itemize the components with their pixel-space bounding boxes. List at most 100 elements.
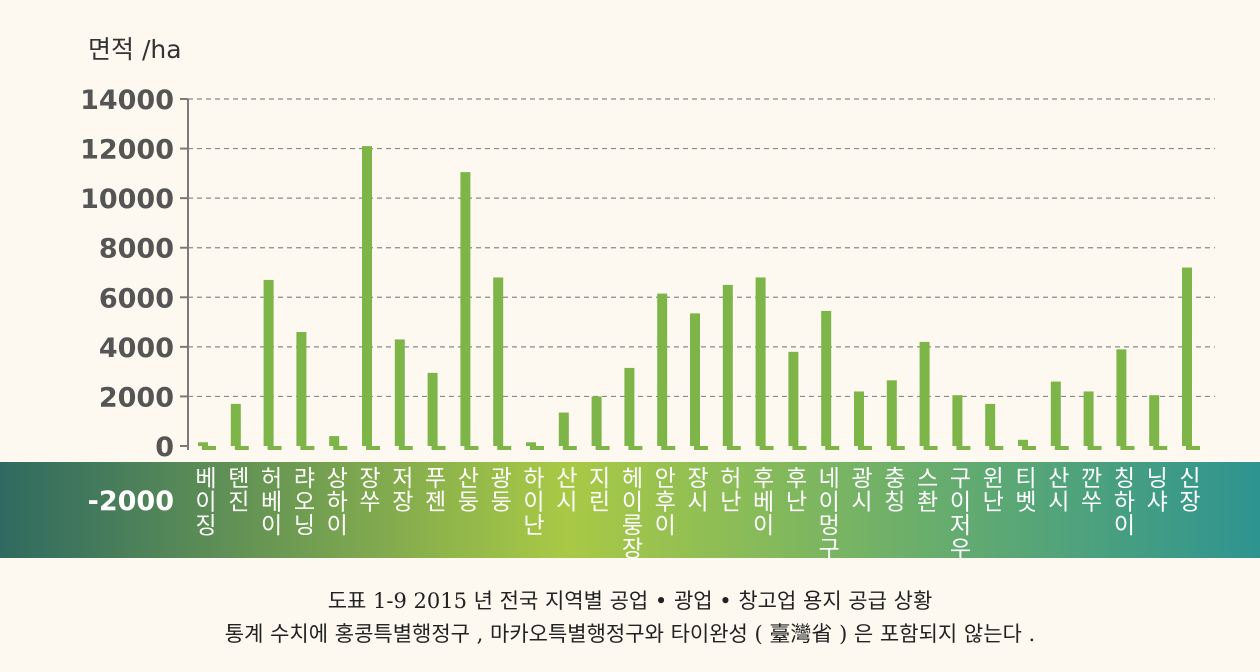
- y-tick-label: 14000: [80, 85, 174, 116]
- bar-base: [923, 446, 938, 450]
- bar-base: [858, 446, 872, 450]
- gridlines: [180, 98, 1215, 447]
- bar-base: [562, 446, 577, 450]
- bar: [985, 403, 996, 446]
- bar: [1116, 349, 1127, 446]
- bar-base: [398, 446, 413, 450]
- bar-base: [333, 446, 348, 450]
- bar: [526, 442, 536, 446]
- bar-base: [1054, 446, 1069, 450]
- bar-base: [1087, 446, 1102, 450]
- bar: [722, 284, 733, 446]
- bar: [362, 146, 372, 447]
- bar-base: [628, 446, 643, 450]
- bar: [886, 380, 897, 446]
- figure-caption: 도표 1-9 2015 년 전국 지역별 공업 • 광업 • 창고업 용지 공급…: [327, 589, 933, 613]
- bar: [854, 391, 864, 446]
- bar: [427, 372, 438, 446]
- bar-base: [267, 446, 282, 450]
- bar-base: [694, 446, 708, 450]
- bar-base: [1022, 446, 1036, 450]
- bar: [296, 331, 307, 446]
- bar-base: [366, 446, 380, 450]
- bar: [690, 313, 700, 446]
- bar-base: [1153, 446, 1168, 450]
- bar-base: [530, 446, 544, 450]
- bar-base: [726, 446, 741, 450]
- bar: [394, 339, 405, 446]
- x-axis-band: [0, 462, 1260, 558]
- bar-base: [825, 446, 840, 450]
- bar: [1083, 391, 1094, 446]
- y-tick-label: 12000: [80, 135, 174, 166]
- bar: [493, 277, 504, 446]
- y-axis-label: 면적 /ha: [88, 35, 182, 64]
- figure-note: 통계 수치에 홍콩특별행정구 , 마카오특별행정구와 타이완성 ( 臺灣省 ) …: [224, 622, 1036, 646]
- y-tick-labels: -2000 0 2000 4000 6000 8000 10000 12000 14000: [80, 85, 174, 517]
- bar: [788, 351, 799, 446]
- bar: [558, 412, 569, 446]
- bar: [952, 395, 963, 446]
- y-tick-label: 4000: [99, 333, 174, 364]
- bar-base: [956, 446, 971, 450]
- y-tick-label: -2000: [88, 486, 174, 517]
- bar: [329, 436, 340, 446]
- bar: [624, 367, 635, 446]
- bar-base: [792, 446, 807, 450]
- bar: [460, 172, 471, 446]
- y-tick-label: 6000: [99, 283, 174, 314]
- bar-base: [431, 446, 446, 450]
- bar: [591, 396, 602, 446]
- bar-base: [989, 446, 1004, 450]
- bar: [1149, 395, 1160, 446]
- bar-base: [300, 446, 315, 450]
- bar-base: [1186, 446, 1200, 450]
- bars: [198, 146, 1200, 450]
- bar-base: [759, 446, 774, 450]
- y-tick-label: 0: [155, 432, 174, 463]
- bar: [657, 293, 668, 446]
- bar: [755, 277, 766, 446]
- bar-base: [234, 446, 249, 450]
- bar-base: [202, 446, 216, 450]
- bar: [263, 279, 274, 446]
- y-tick-label: 10000: [80, 184, 174, 215]
- bar: [1050, 381, 1061, 446]
- bar: [230, 403, 241, 446]
- bar: [1182, 267, 1192, 446]
- bar-base: [464, 446, 479, 450]
- bar: [821, 310, 832, 446]
- bar-base: [890, 446, 905, 450]
- x-tick-labels: 베 이 징톈 진허 베 이랴 오 닝상 하 이장 쑤저 장푸 젠산 둥광 둥하 이 난산 시지 린헤 이 룽 장안 후 이장 시…: [195, 466, 1200, 563]
- bar: [1018, 439, 1028, 446]
